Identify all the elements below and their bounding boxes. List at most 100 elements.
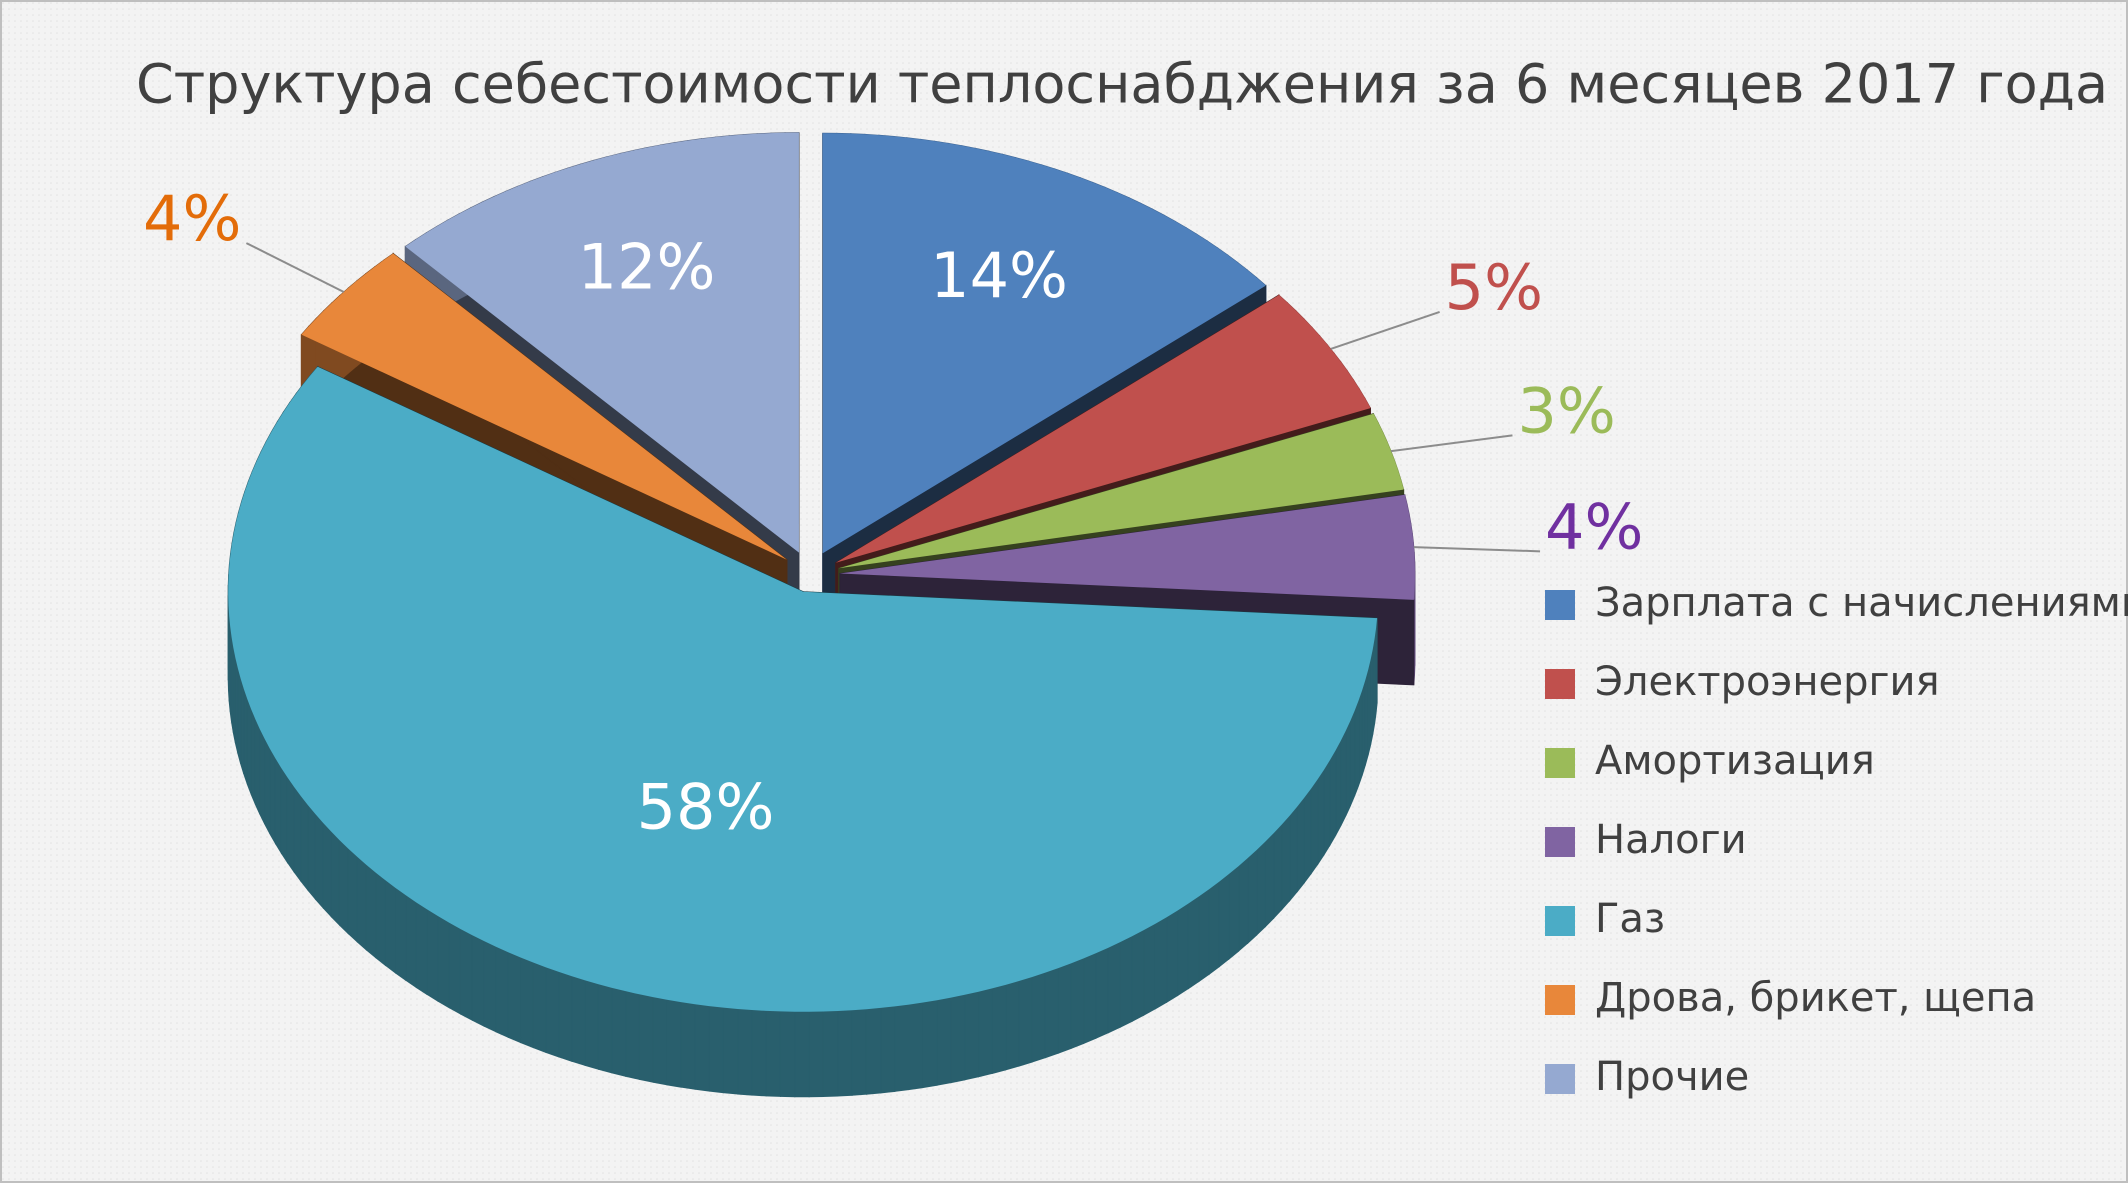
legend-swatch bbox=[1545, 985, 1575, 1015]
side-face bbox=[1177, 902, 1189, 997]
side-face bbox=[1198, 888, 1210, 983]
side-face bbox=[437, 915, 450, 1009]
side-face bbox=[1107, 941, 1121, 1034]
side-face bbox=[1143, 922, 1156, 1016]
side-face bbox=[1166, 909, 1179, 1004]
side-face bbox=[680, 1001, 696, 1090]
side-face bbox=[1281, 814, 1291, 911]
slice bbox=[228, 366, 1378, 1012]
side-face bbox=[694, 1003, 710, 1092]
legend-label: Электроэнергия bbox=[1595, 659, 1940, 705]
side-face bbox=[558, 971, 573, 1062]
side-face bbox=[307, 803, 316, 901]
side-face bbox=[737, 1008, 753, 1096]
side-face bbox=[507, 951, 522, 1044]
leader-line bbox=[1330, 311, 1440, 350]
side-face bbox=[794, 1011, 810, 1098]
data-label: 58% bbox=[637, 771, 775, 844]
side-face bbox=[322, 821, 332, 918]
side-face bbox=[1044, 967, 1059, 1059]
side-face bbox=[394, 886, 407, 982]
side-face bbox=[1358, 690, 1363, 786]
legend-swatch bbox=[1545, 827, 1575, 857]
side-face bbox=[314, 812, 324, 910]
side-face bbox=[286, 775, 295, 874]
pie: 14% 5% 3% 4% 58% 4% 12% bbox=[143, 132, 1643, 1098]
side-face bbox=[722, 1007, 739, 1095]
side-face bbox=[254, 718, 261, 815]
side-face bbox=[978, 987, 993, 1078]
side-face bbox=[246, 698, 252, 795]
side-face bbox=[532, 961, 547, 1054]
side-face bbox=[894, 1004, 910, 1092]
side-face bbox=[1289, 805, 1298, 902]
side-face bbox=[384, 879, 396, 974]
side-face bbox=[415, 901, 428, 996]
side-face bbox=[1273, 823, 1283, 920]
side-face bbox=[865, 1007, 882, 1095]
data-label: 4% bbox=[1545, 490, 1643, 563]
side-face bbox=[293, 785, 302, 883]
side-face bbox=[495, 945, 509, 1039]
legend-label: Прочие bbox=[1595, 1054, 1749, 1100]
side-face bbox=[426, 908, 439, 1002]
side-face bbox=[243, 688, 248, 785]
side-face bbox=[365, 863, 377, 959]
side-face bbox=[483, 940, 497, 1033]
slice bbox=[839, 494, 1415, 600]
legend-swatch bbox=[1545, 906, 1575, 936]
side-face bbox=[765, 1010, 781, 1097]
side-face bbox=[250, 708, 256, 805]
side-face bbox=[1310, 777, 1319, 875]
side-face bbox=[1228, 865, 1240, 960]
side-face bbox=[1187, 895, 1200, 990]
side-face bbox=[908, 1001, 924, 1091]
legend-swatch bbox=[1545, 1064, 1575, 1094]
side-face bbox=[625, 990, 640, 1080]
side-face bbox=[471, 934, 485, 1027]
data-label: 5% bbox=[1445, 251, 1543, 324]
leader-line bbox=[1413, 546, 1541, 553]
side-face bbox=[991, 984, 1007, 1075]
side-face bbox=[1208, 880, 1220, 976]
slice bbox=[822, 133, 1266, 554]
side-face bbox=[459, 928, 473, 1021]
side-face bbox=[936, 997, 952, 1086]
side-face bbox=[264, 738, 271, 834]
side-face bbox=[1095, 946, 1109, 1039]
side-face bbox=[1335, 740, 1342, 836]
side-face bbox=[964, 991, 980, 1081]
side-face bbox=[1070, 957, 1085, 1050]
side-face bbox=[448, 921, 461, 1015]
side-face bbox=[808, 1010, 824, 1098]
side-face bbox=[1345, 720, 1351, 816]
side-face bbox=[1247, 848, 1258, 945]
leader-line bbox=[1390, 434, 1513, 453]
side-face bbox=[1349, 710, 1356, 807]
slice bbox=[835, 295, 1371, 563]
side-face bbox=[1264, 831, 1275, 928]
side-face bbox=[708, 1005, 724, 1094]
legend: Зарплата с начислениями Электроэнергия Амо… bbox=[1545, 580, 2128, 1100]
legend-label: Зарплата с начислениями bbox=[1595, 580, 2128, 626]
data-label: 4% bbox=[143, 182, 241, 255]
side-face bbox=[822, 1010, 839, 1097]
side-face bbox=[1303, 786, 1312, 885]
side-face bbox=[584, 979, 599, 1070]
side-face bbox=[1018, 976, 1033, 1067]
legend-label: Газ bbox=[1595, 896, 1665, 942]
side-face bbox=[520, 956, 534, 1049]
side-face bbox=[611, 987, 627, 1077]
side-face bbox=[1329, 748, 1337, 847]
side-face bbox=[330, 830, 340, 927]
legend-swatch bbox=[1545, 669, 1575, 699]
legend-label: Дрова, брикет, щепа bbox=[1595, 975, 2036, 1021]
side-face bbox=[347, 847, 358, 943]
side-face bbox=[269, 746, 276, 846]
side-face bbox=[280, 766, 288, 865]
slice bbox=[838, 413, 1404, 569]
side-face bbox=[274, 756, 282, 855]
side-face bbox=[356, 855, 367, 951]
side-face bbox=[1131, 929, 1145, 1022]
